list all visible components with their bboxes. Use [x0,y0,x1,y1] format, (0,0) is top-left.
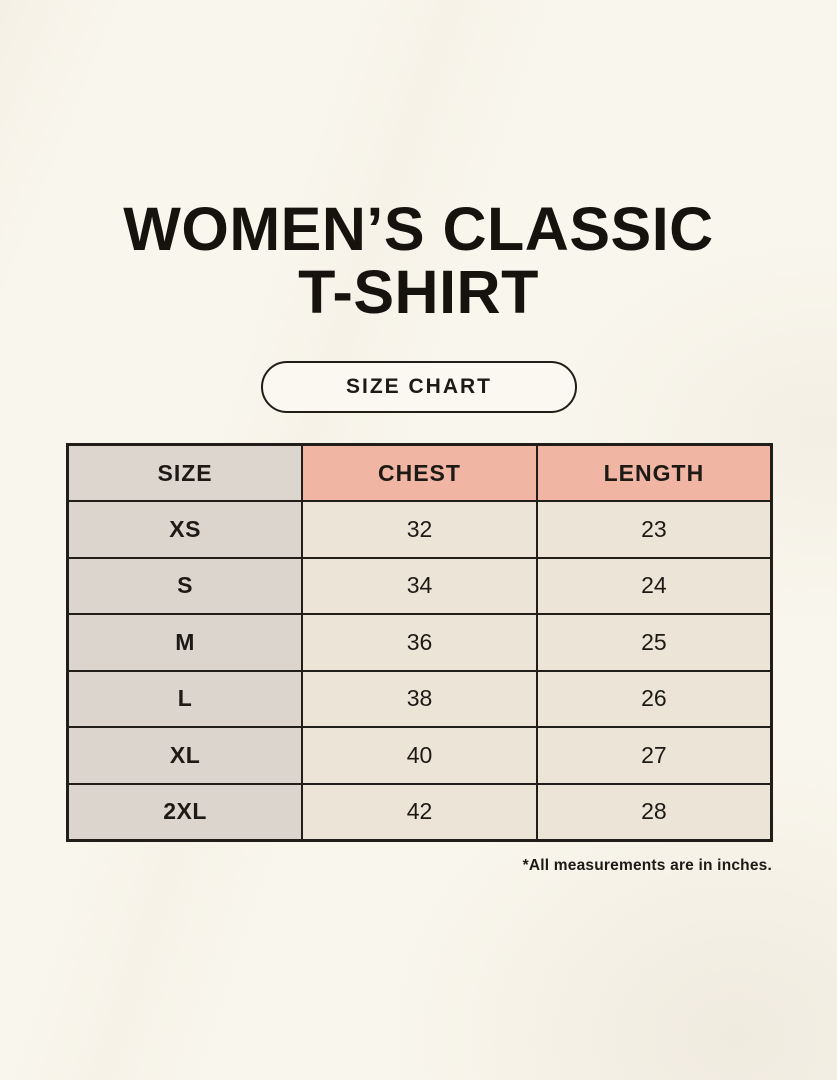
column-header-length: LENGTH [535,443,773,502]
page-title-line1: WOMEN’S CLASSIC [123,195,714,263]
length-cell: 28 [535,782,773,841]
size-chart-button[interactable]: SIZE CHART [261,361,577,413]
length-cell: 24 [535,556,773,615]
size-cell: XL [66,726,304,785]
size-chart-button-label: SIZE CHART [346,375,492,398]
size-chart-table: SIZE CHEST LENGTH XS 32 23 S 34 24 M 36 … [66,443,773,842]
length-cell: 26 [535,669,773,728]
page-title-line2: T-SHIRT [298,258,539,327]
column-header-size: SIZE [66,443,304,502]
length-cell: 27 [535,726,773,785]
chest-cell: 42 [301,782,538,841]
length-cell: 23 [535,500,773,559]
chest-cell: 36 [301,613,538,672]
table-row: XL 40 27 [66,726,773,785]
column-header-chest: CHEST [301,443,538,502]
measurements-footnote: *All measurements are in inches. [522,857,772,874]
size-cell: XS [66,500,304,559]
length-cell: 25 [535,613,773,672]
size-cell: L [66,669,304,728]
chest-cell: 38 [301,669,538,728]
table-header-row: SIZE CHEST LENGTH [66,443,773,502]
chest-cell: 40 [301,726,538,785]
size-cell: M [66,613,304,672]
table-row: 2XL 42 28 [66,782,773,841]
size-cell: 2XL [66,782,304,841]
chest-cell: 32 [301,500,538,559]
table-row: S 34 24 [66,556,773,615]
page-title: WOMEN’S CLASSIC T-SHIRT [0,195,837,327]
table-row: L 38 26 [66,669,773,728]
table-row: XS 32 23 [66,500,773,559]
chest-cell: 34 [301,556,538,615]
table-row: M 36 25 [66,613,773,672]
size-cell: S [66,556,304,615]
